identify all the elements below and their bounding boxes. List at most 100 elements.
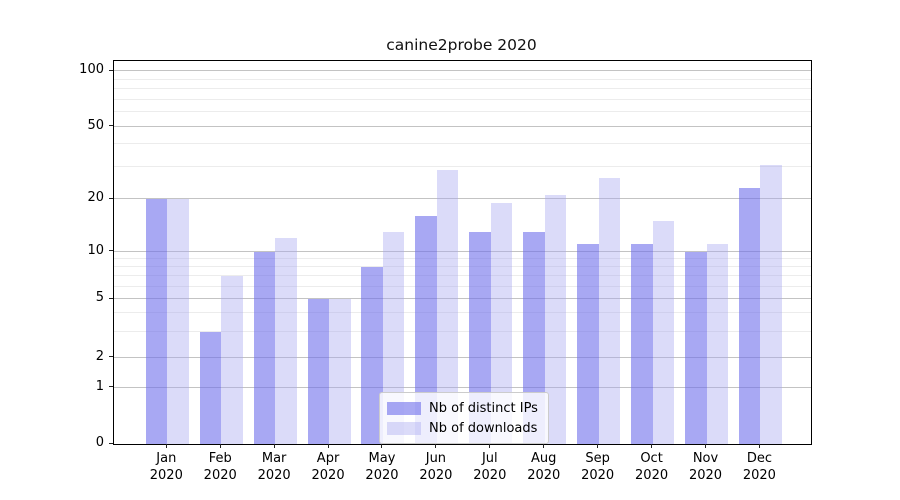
y-tick-mark-1: [109, 386, 113, 388]
y-tick-mark-20: [109, 197, 113, 199]
x-tick-mark-jun: [435, 444, 437, 448]
y-tick-label-0: 0: [95, 435, 104, 450]
x-tick-month: Jun: [425, 451, 447, 466]
x-tick-month: Sep: [585, 451, 610, 466]
bar-downloads-may: [382, 231, 405, 444]
minor-gridline-3: [114, 330, 811, 332]
major-gridline-10: [114, 250, 811, 252]
bar-ips-jun: [415, 216, 437, 444]
minor-gridline-8: [114, 265, 811, 267]
x-tick-year: 2020: [149, 467, 183, 483]
legend: Nb of distinct IPs Nb of downloads: [379, 392, 549, 444]
x-tick-year: 2020: [527, 467, 561, 483]
x-tick-year: 2020: [365, 467, 399, 483]
bar-ips-nov: [685, 251, 707, 444]
x-tick-label-nov: Nov 2020: [676, 451, 736, 484]
y-tick-mark-10: [109, 250, 113, 251]
bar-downloads-jun: [436, 169, 459, 444]
bar-ips-jan: [145, 199, 168, 444]
major-gridline-100: [114, 70, 811, 71]
bar-downloads-aug: [544, 195, 567, 444]
y-tick-mark-50: [109, 125, 113, 127]
minor-gridline-70: [114, 98, 811, 100]
bar-ips-oct: [631, 244, 653, 444]
y-tick-label-20: 20: [87, 190, 104, 206]
x-tick-label-dec: Dec 2020: [729, 451, 789, 484]
bar-downloads-apr: [329, 299, 351, 444]
x-tick-label-oct: Oct 2020: [622, 451, 682, 484]
major-gridline-5: [114, 298, 811, 300]
y-tick-mark-100: [109, 69, 113, 71]
bar-ips-sep: [577, 244, 599, 444]
x-tick-mark-dec: [758, 444, 760, 448]
x-tick-label-jun: Jun 2020: [406, 451, 466, 484]
major-gridline-2: [114, 356, 811, 358]
bar-downloads-jan: [167, 199, 189, 444]
minor-gridline-30: [114, 166, 811, 168]
legend-label-downloads: Nb of downloads: [429, 420, 538, 436]
x-tick-year: 2020: [581, 467, 615, 483]
legend-row-ips: Nb of distinct IPs: [387, 398, 540, 418]
x-tick-month: Feb: [208, 451, 232, 466]
x-tick-month: Aug: [531, 451, 557, 466]
minor-gridline-60: [114, 111, 811, 112]
legend-row-downloads: Nb of downloads: [387, 418, 540, 438]
y-tick-mark-5: [109, 297, 113, 299]
x-tick-mark-sep: [597, 444, 599, 448]
bar-downloads-dec: [760, 164, 782, 444]
y-tick-label-100: 100: [79, 62, 104, 77]
x-tick-year: 2020: [473, 467, 507, 483]
minor-gridline-4: [114, 312, 811, 314]
legend-swatch-downloads: [387, 421, 421, 435]
x-tick-year: 2020: [257, 467, 291, 483]
minor-gridline-9: [114, 257, 811, 259]
y-tick-label-50: 50: [87, 117, 104, 133]
x-tick-year: 2020: [311, 467, 345, 483]
bar-ips-jul: [469, 231, 491, 444]
minor-gridline-80: [114, 87, 811, 89]
y-tick-mark-2: [109, 356, 113, 358]
y-tick-mark-0: [109, 442, 113, 444]
x-tick-month: Dec: [746, 451, 772, 466]
x-tick-month: Apr: [316, 451, 340, 466]
minor-gridline-7: [114, 275, 811, 276]
x-tick-label-mar: Mar 2020: [244, 451, 304, 484]
x-tick-mark-feb: [219, 444, 221, 448]
x-tick-month: May: [368, 451, 396, 466]
x-tick-year: 2020: [688, 467, 723, 483]
legend-swatch-ips: [387, 401, 421, 415]
x-tick-month: Oct: [640, 451, 663, 466]
x-tick-mark-oct: [651, 444, 653, 448]
x-tick-label-apr: Apr 2020: [298, 451, 358, 484]
x-tick-mark-jul: [489, 444, 491, 448]
major-gridline-20: [114, 198, 811, 200]
bar-downloads-oct: [652, 220, 675, 444]
x-tick-label-jan: Jan 2020: [136, 451, 196, 484]
y-tick-label-5: 5: [95, 290, 104, 306]
plot-area: Nb of distinct IPs Nb of downloads: [113, 60, 812, 445]
x-tick-label-aug: Aug 2020: [514, 451, 574, 484]
x-tick-label-sep: Sep 2020: [568, 451, 628, 484]
x-tick-year: 2020: [635, 467, 669, 483]
x-tick-month: Mar: [261, 451, 287, 466]
x-tick-year: 2020: [742, 467, 776, 483]
x-tick-month: Jan: [156, 451, 177, 466]
y-tick-label-10: 10: [87, 242, 104, 258]
bar-downloads-jul: [490, 203, 513, 444]
minor-gridline-40: [114, 143, 811, 145]
bar-ips-aug: [523, 231, 545, 444]
x-tick-label-feb: Feb 2020: [190, 451, 250, 484]
x-tick-mark-apr: [327, 444, 329, 448]
x-tick-month: Jul: [481, 451, 498, 466]
x-tick-mark-nov: [705, 444, 706, 448]
bar-ips-apr: [307, 299, 330, 444]
major-gridline-50: [114, 125, 811, 127]
major-gridline-1: [114, 386, 811, 388]
legend-label-ips: Nb of distinct IPs: [429, 400, 538, 416]
minor-gridline-6: [114, 285, 811, 287]
x-tick-month: Nov: [692, 451, 719, 466]
x-tick-label-jul: Jul 2020: [460, 451, 520, 484]
bar-ips-dec: [738, 188, 761, 444]
bar-downloads-nov: [706, 244, 728, 444]
